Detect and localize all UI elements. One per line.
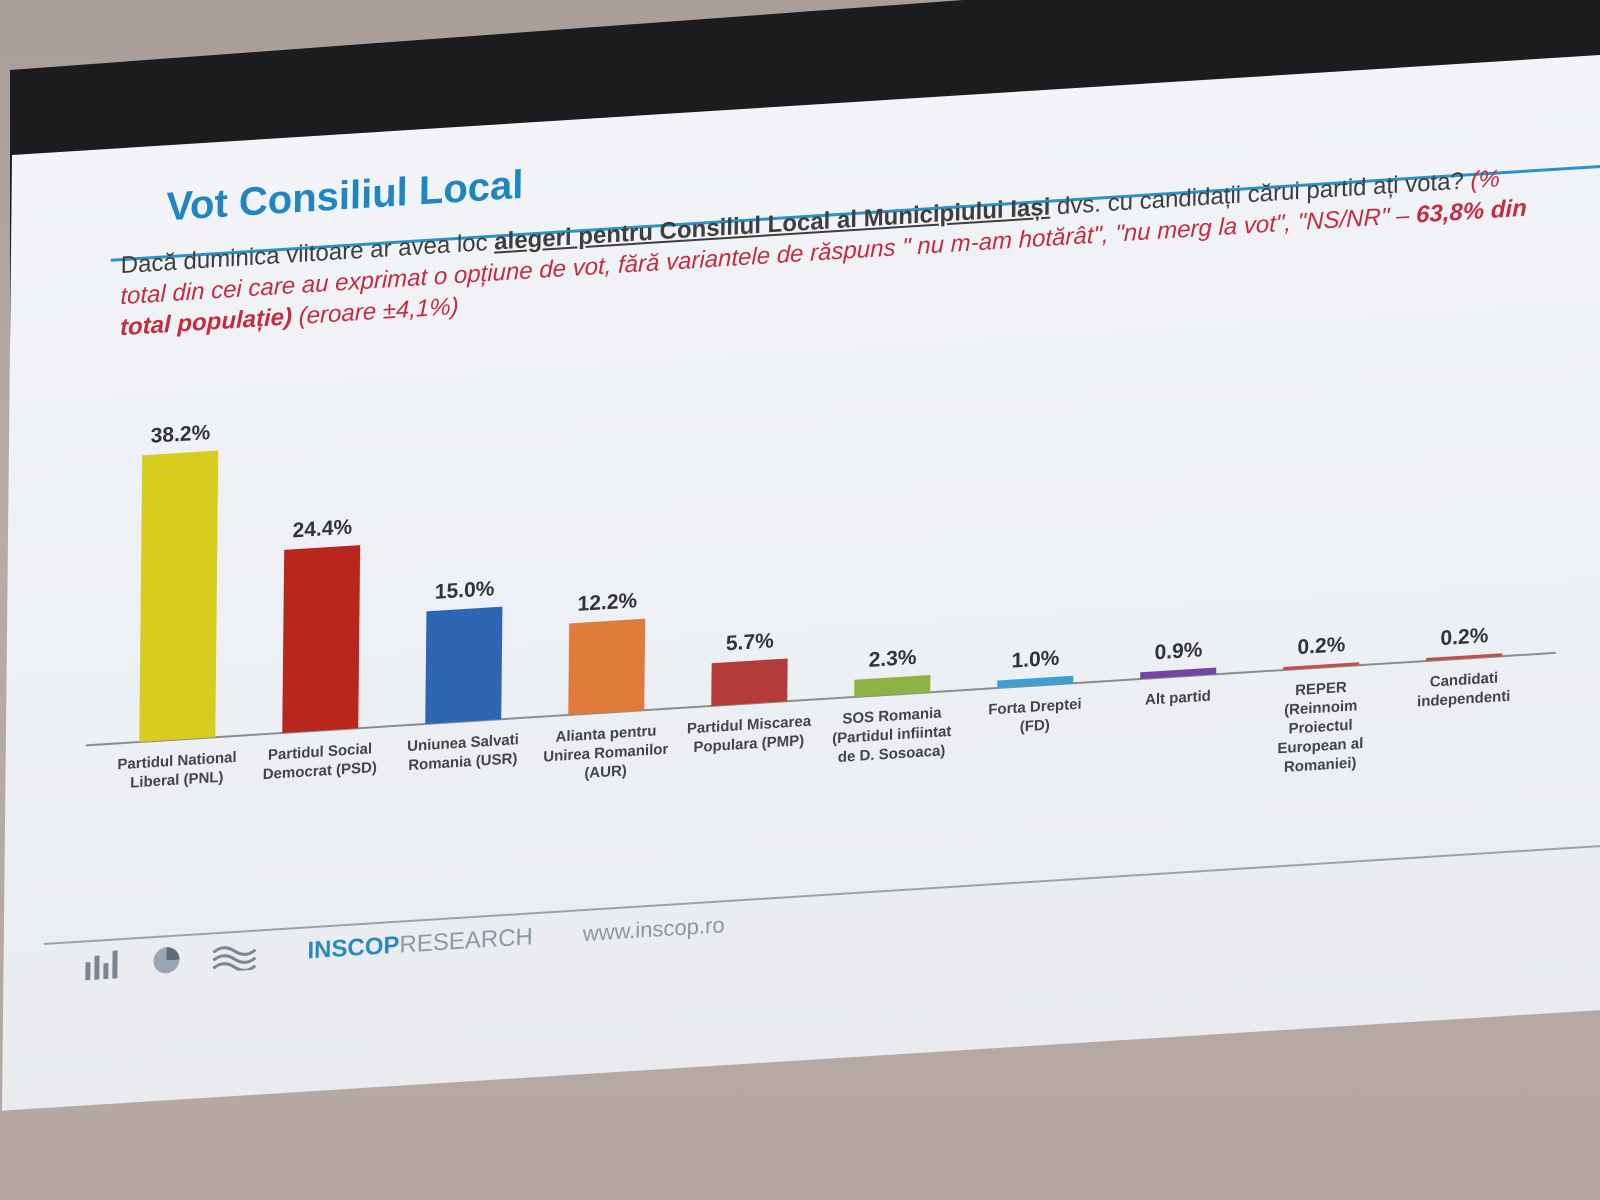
bar: [1426, 653, 1503, 661]
bar: [997, 675, 1074, 689]
data-label: 1.0%: [1011, 647, 1059, 673]
category-label: Alianta pentruUnirea Romanilor(AUR): [543, 722, 669, 785]
footer: INSCOPRESEARCH www.inscop.ro: [83, 910, 725, 981]
category-label-line: Proiectul: [1288, 717, 1352, 738]
category-label-line: Forta Dreptei: [988, 696, 1082, 719]
data-label: 0.9%: [1154, 638, 1202, 664]
bar: [568, 618, 646, 716]
category-label-line: Populara (PMP): [693, 732, 804, 756]
category-label: Forta Dreptei(FD): [988, 696, 1082, 738]
category-label: Alt partid: [1145, 688, 1211, 709]
waves-icon: [212, 946, 257, 972]
bar: [854, 674, 931, 698]
category-label-line: independenti: [1417, 688, 1510, 711]
category-label: Uniunea SalvatiRomania (USR): [407, 731, 519, 774]
note-text-end: (eroare ±4,1%): [291, 292, 459, 331]
category-label-line: Alianta pentru: [556, 722, 657, 745]
category-label-line: Candidati: [1430, 669, 1498, 690]
data-label: 2.3%: [869, 646, 917, 672]
brand-name: INSCOP: [307, 931, 400, 965]
category-label: Candidatiindependenti: [1417, 669, 1511, 711]
brand-logo: INSCOPRESEARCH: [307, 923, 533, 965]
bar: [282, 545, 361, 734]
bar-chart-icon: [85, 950, 118, 981]
category-label-line: (AUR): [584, 762, 627, 782]
category-label-line: Partidul Social: [268, 740, 372, 764]
website-url: www.inscop.ro: [582, 912, 725, 947]
category-label: Partidul MiscareaPopulara (PMP): [687, 713, 812, 757]
bar: [711, 658, 788, 707]
bar: [139, 450, 219, 743]
category-label-line: Liberal (PNL): [130, 769, 223, 792]
category-label-line: Romaniei): [1284, 754, 1357, 776]
bar: [1140, 667, 1217, 679]
bar: [425, 606, 503, 725]
slide-screen: Vot Consiliul Local Dacă duminica viitoa…: [1, 54, 1600, 1111]
category-label: Partidul NationalLiberal (PNL): [117, 749, 237, 793]
bar-chart: 38.2% Partidul NationalLiberal (PNL) 24.4%…: [85, 421, 1556, 793]
data-label: 0.2%: [1297, 633, 1345, 659]
category-label-line: Alt partid: [1145, 688, 1211, 709]
category-label-line: SOS Romania: [842, 704, 942, 727]
slide-title: Vot Consiliul Local: [166, 162, 524, 230]
category-label: Partidul SocialDemocrat (PSD): [263, 740, 378, 783]
category-label-line: de D. Sosoaca): [838, 742, 946, 766]
data-label: 0.2%: [1440, 624, 1488, 650]
category-label-line: REPER: [1295, 679, 1347, 699]
data-label: 5.7%: [726, 629, 774, 655]
data-label: 38.2%: [151, 421, 211, 448]
brand-suffix: RESEARCH: [399, 923, 533, 959]
category-label: REPER(ReinnoimProiectulEuropean alRomani…: [1277, 678, 1364, 776]
pie-chart-icon: [153, 947, 180, 974]
category-label: SOS Romania(Partidul infiintatde D. Soso…: [832, 704, 952, 767]
data-label: 15.0%: [435, 577, 495, 604]
data-label: 12.2%: [578, 589, 638, 616]
footer-logo-icons: [83, 940, 257, 981]
bar: [1283, 662, 1360, 670]
category-label-line: European al: [1277, 735, 1363, 757]
category-label-line: (FD): [1020, 717, 1050, 736]
data-label: 24.4%: [292, 516, 352, 543]
category-label-line: Romania (USR): [408, 750, 517, 774]
category-label-line: (Reinnoim: [1284, 697, 1357, 719]
